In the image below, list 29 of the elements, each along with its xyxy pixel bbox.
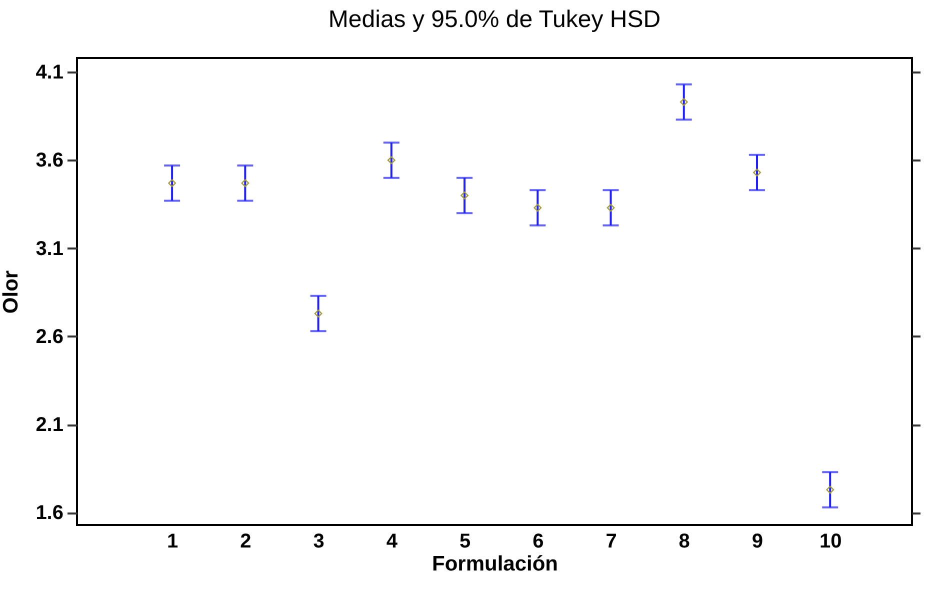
point: [387, 156, 396, 164]
x-tick-label: 5: [459, 530, 471, 552]
point: [680, 98, 688, 106]
y-axis-title: Olor: [0, 270, 23, 314]
x-tick-label: 10: [819, 530, 842, 552]
x-tick-label: 4: [386, 530, 398, 552]
y-tick-label: 2.6: [36, 326, 64, 348]
point: [534, 204, 542, 212]
x-tick-label: 9: [752, 530, 764, 552]
point: [241, 179, 250, 188]
point: [314, 310, 322, 318]
x-tick-label: 8: [678, 530, 690, 552]
x-tick-label: 1: [166, 530, 178, 552]
y-tick-label: 3.6: [36, 150, 64, 172]
x-tick-label: 2: [240, 530, 252, 552]
x-tick-label: 7: [606, 530, 617, 552]
point: [606, 204, 615, 212]
y-tick-label: 4.1: [36, 62, 64, 84]
point: [826, 486, 834, 494]
point: [168, 179, 176, 188]
chart-title: Medias y 95.0% de Tukey HSD: [328, 6, 661, 33]
point: [460, 192, 468, 200]
y-tick-label: 2.1: [36, 414, 64, 436]
x-tick-label: 6: [532, 530, 544, 552]
y-tick-label: 3.1: [36, 238, 64, 260]
y-tick-label: 1.6: [36, 502, 64, 524]
x-tick-label: 3: [313, 530, 324, 552]
x-axis-title: Formulación: [432, 552, 558, 576]
point: [753, 168, 761, 176]
